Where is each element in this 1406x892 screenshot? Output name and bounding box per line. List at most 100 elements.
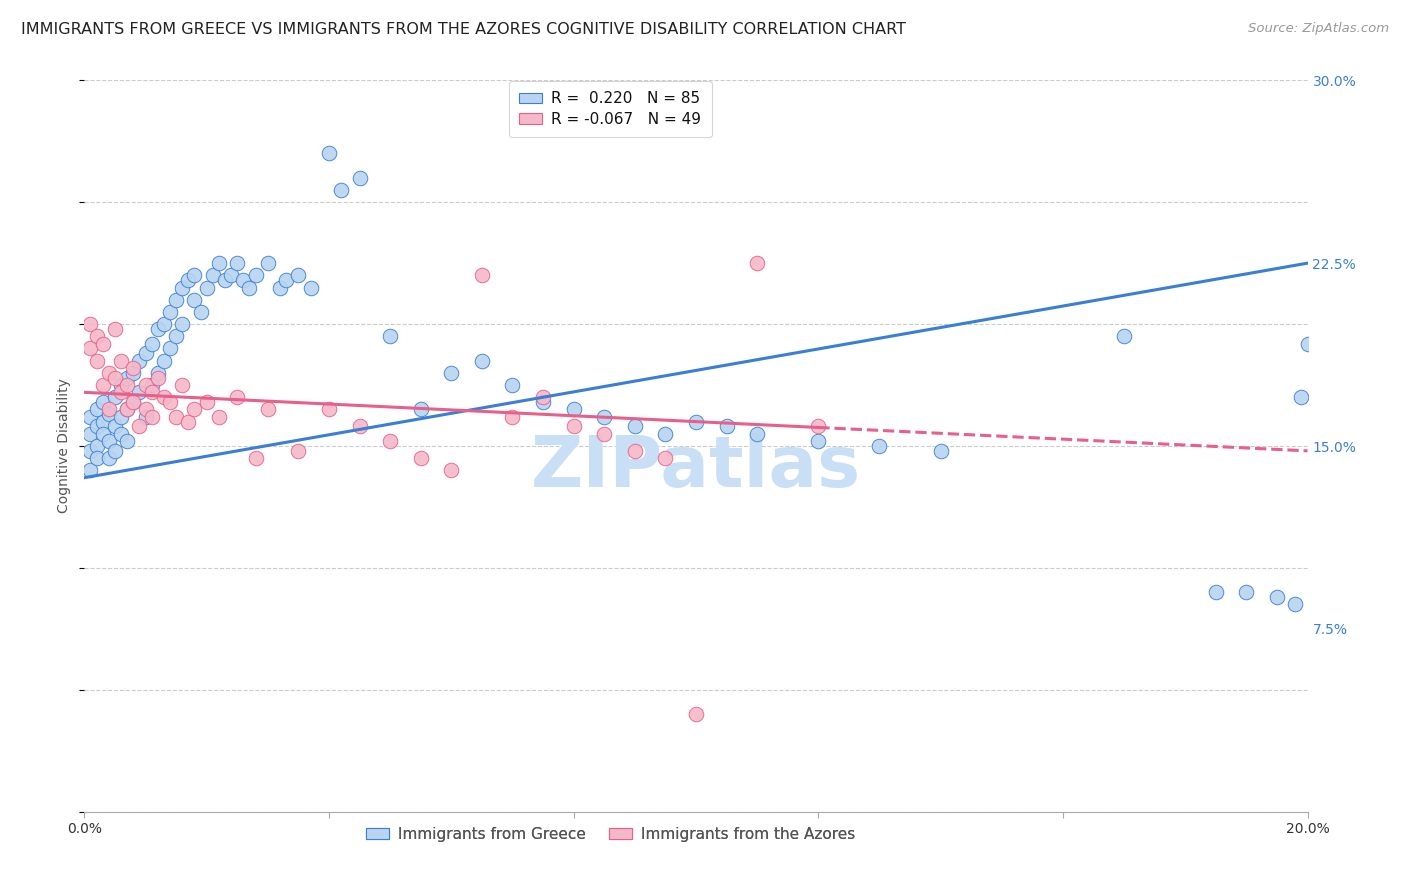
- Point: [245, 451, 267, 466]
- Point: [269, 280, 291, 294]
- Point: [141, 385, 163, 400]
- Point: [97, 402, 120, 417]
- Point: [122, 395, 145, 409]
- Text: ZIPatlas: ZIPatlas: [531, 434, 860, 502]
- Point: [115, 402, 138, 417]
- Point: [159, 342, 181, 356]
- Point: [165, 409, 187, 424]
- Point: [122, 395, 145, 409]
- Point: [159, 305, 181, 319]
- Point: [165, 329, 187, 343]
- Point: [104, 443, 127, 458]
- Point: [104, 390, 127, 404]
- Point: [172, 280, 194, 294]
- Point: [624, 419, 647, 434]
- Point: [97, 434, 120, 449]
- Point: [747, 426, 769, 441]
- Point: [226, 256, 249, 270]
- Point: [110, 353, 132, 368]
- Point: [299, 280, 322, 294]
- Point: [104, 370, 127, 384]
- Point: [330, 183, 353, 197]
- Point: [86, 402, 108, 417]
- Point: [122, 366, 145, 380]
- Point: [97, 407, 120, 421]
- Point: [79, 443, 101, 458]
- Point: [79, 409, 101, 424]
- Point: [159, 395, 181, 409]
- Point: [79, 426, 101, 441]
- Point: [128, 385, 150, 400]
- Point: [146, 366, 169, 380]
- Point: [195, 280, 218, 294]
- Point: [214, 273, 236, 287]
- Point: [135, 378, 157, 392]
- Point: [86, 451, 108, 466]
- Point: [190, 305, 212, 319]
- Point: [624, 443, 647, 458]
- Point: [165, 293, 187, 307]
- Point: [110, 385, 132, 400]
- Point: [172, 317, 194, 331]
- Point: [115, 402, 138, 417]
- Point: [929, 443, 952, 458]
- Point: [122, 361, 145, 376]
- Point: [1236, 585, 1258, 599]
- Point: [135, 402, 157, 417]
- Point: [115, 378, 138, 392]
- Point: [471, 268, 494, 283]
- Point: [440, 366, 463, 380]
- Point: [97, 451, 120, 466]
- Point: [318, 146, 340, 161]
- Point: [440, 463, 463, 477]
- Point: [593, 426, 616, 441]
- Point: [183, 402, 205, 417]
- Point: [104, 419, 127, 434]
- Point: [747, 256, 769, 270]
- Point: [287, 268, 309, 283]
- Point: [115, 370, 138, 384]
- Point: [183, 293, 205, 307]
- Point: [146, 322, 169, 336]
- Point: [287, 443, 309, 458]
- Point: [128, 419, 150, 434]
- Point: [716, 419, 738, 434]
- Point: [91, 378, 114, 392]
- Point: [135, 346, 157, 360]
- Point: [91, 426, 114, 441]
- Point: [86, 439, 108, 453]
- Point: [593, 409, 616, 424]
- Point: [86, 353, 108, 368]
- Point: [1205, 585, 1227, 599]
- Point: [128, 353, 150, 368]
- Text: Source: ZipAtlas.com: Source: ZipAtlas.com: [1249, 22, 1389, 36]
- Point: [86, 329, 108, 343]
- Point: [135, 409, 157, 424]
- Point: [153, 353, 176, 368]
- Point: [245, 268, 267, 283]
- Point: [110, 426, 132, 441]
- Point: [208, 409, 231, 424]
- Point: [807, 434, 830, 449]
- Point: [531, 390, 554, 404]
- Point: [232, 273, 254, 287]
- Point: [471, 353, 494, 368]
- Point: [318, 402, 340, 417]
- Point: [183, 268, 205, 283]
- Point: [177, 415, 200, 429]
- Point: [276, 273, 298, 287]
- Point: [685, 707, 707, 722]
- Point: [141, 409, 163, 424]
- Text: IMMIGRANTS FROM GREECE VS IMMIGRANTS FROM THE AZORES COGNITIVE DISABILITY CORREL: IMMIGRANTS FROM GREECE VS IMMIGRANTS FRO…: [21, 22, 905, 37]
- Point: [115, 434, 138, 449]
- Point: [1284, 598, 1306, 612]
- Point: [380, 434, 402, 449]
- Point: [409, 402, 432, 417]
- Point: [1291, 390, 1313, 404]
- Point: [654, 426, 676, 441]
- Point: [1114, 329, 1136, 343]
- Point: [110, 378, 132, 392]
- Point: [349, 170, 371, 185]
- Point: [219, 268, 242, 283]
- Point: [201, 268, 224, 283]
